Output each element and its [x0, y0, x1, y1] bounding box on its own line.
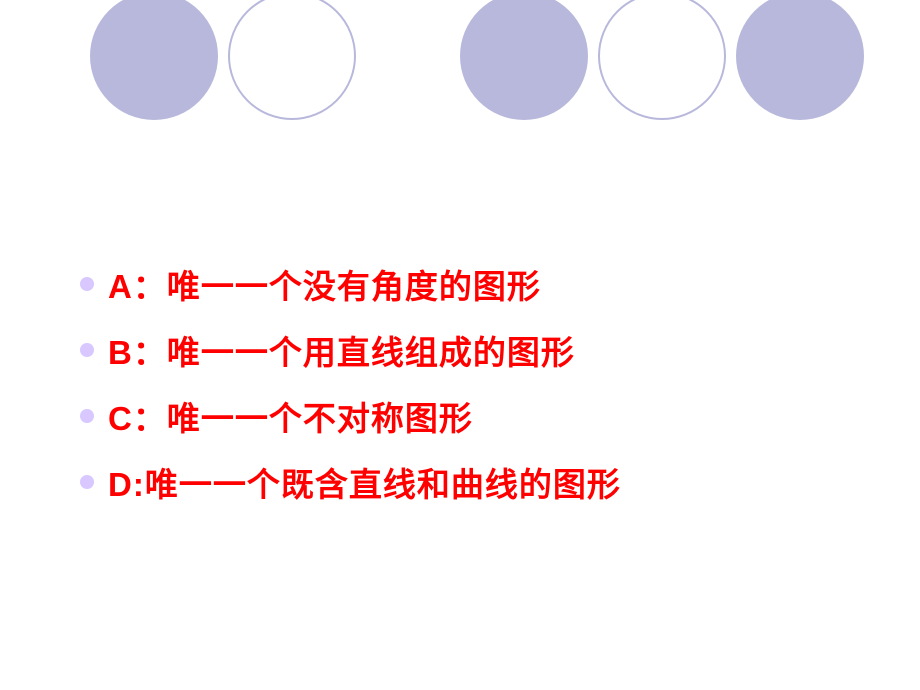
option-a-text: A：唯一一个没有角度的图形 [108, 260, 541, 308]
list-item: C：唯一一个不对称图形 [80, 392, 621, 440]
list-item: B：唯一一个用直线组成的图形 [80, 326, 621, 374]
decorative-circle [460, 0, 588, 120]
bullet-icon [80, 277, 94, 291]
options-list: A：唯一一个没有角度的图形 B：唯一一个用直线组成的图形 C：唯一一个不对称图形… [80, 260, 621, 524]
option-c-text: C：唯一一个不对称图形 [108, 392, 473, 440]
list-item: D:唯一一个既含直线和曲线的图形 [80, 458, 621, 506]
option-b-text: B：唯一一个用直线组成的图形 [108, 326, 575, 374]
list-item: A：唯一一个没有角度的图形 [80, 260, 621, 308]
decorative-circle [736, 0, 864, 120]
decorative-circle [228, 0, 356, 120]
bullet-icon [80, 475, 94, 489]
decorative-circle [598, 0, 726, 120]
bullet-icon [80, 409, 94, 423]
bullet-icon [80, 343, 94, 357]
decorative-circle [90, 0, 218, 120]
decorative-circles-row [0, 0, 920, 140]
option-d-text: D:唯一一个既含直线和曲线的图形 [108, 458, 621, 506]
